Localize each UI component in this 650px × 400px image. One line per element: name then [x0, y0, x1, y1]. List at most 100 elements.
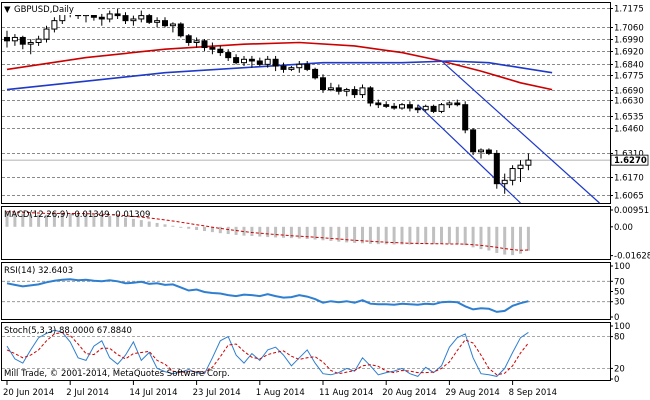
candle-body [225, 52, 232, 59]
price-level-label: 1.7175 [614, 5, 644, 15]
rsi-series [2, 278, 610, 313]
macd-histogram-bar [305, 226, 309, 240]
symbol-dropdown-icon[interactable]: ▼ [4, 5, 11, 15]
macd-histogram-bar [258, 226, 262, 237]
macd-histogram-bar [52, 214, 56, 227]
macd-histogram-bar [337, 226, 341, 242]
rsi-tick-label: 0 [614, 313, 619, 323]
candle-body [438, 104, 445, 112]
macd-histogram-bar [297, 226, 301, 239]
macd-histogram-bar [447, 226, 451, 244]
candle-body [169, 23, 176, 27]
macd-histogram-bar [139, 220, 143, 227]
candle-body [43, 28, 50, 40]
current-price-label: 1.6270 [614, 156, 647, 166]
candle-body [399, 104, 405, 109]
candle-body [233, 57, 240, 64]
candle-body [146, 15, 153, 23]
rsi-tick-label: 30 [614, 298, 625, 308]
time-tick-label: 8 Sep 2014 [509, 388, 557, 398]
ma-blue-line [6, 60, 553, 91]
candle-body [11, 36, 18, 42]
trend-channel-line [441, 60, 600, 204]
price-level-label: 1.6990 [614, 36, 644, 46]
macd-panel-frame [1, 206, 611, 260]
macd-histogram-bar [519, 226, 522, 254]
macd-histogram-bar [487, 226, 491, 251]
candle-body [264, 58, 271, 65]
time-tick-label: 1 Aug 2014 [256, 388, 305, 398]
macd-histogram-bar [274, 226, 278, 238]
candle-body [201, 40, 208, 49]
stoch-tick-label: 20 [614, 364, 625, 374]
macd-histogram-bar [68, 213, 72, 227]
macd-histogram-bar [384, 226, 388, 245]
price-level-label: 1.6310 [614, 150, 644, 160]
price-level-label: 1.6920 [614, 48, 644, 58]
macd-series [5, 211, 530, 256]
macd-tick-label: -0.01628 [614, 252, 650, 262]
candle-body [177, 23, 184, 37]
time-tick-label: 20 Aug 2014 [382, 388, 436, 398]
candle-body [343, 89, 350, 92]
candle-body [462, 104, 469, 131]
macd-histogram-bar [195, 226, 199, 230]
macd-histogram-bar [226, 226, 230, 235]
macd-histogram-bar [242, 226, 246, 236]
candle-body [98, 16, 105, 20]
price-level-label: 1.6840 [614, 61, 644, 71]
macd-histogram-bar [108, 215, 112, 227]
macd-histogram-bar [479, 226, 483, 250]
macd-histogram-bar [171, 225, 175, 227]
macd-histogram-bar [329, 226, 333, 241]
candle-body [367, 87, 374, 104]
candle-body [406, 104, 413, 109]
time-tick-label: 14 Jul 2014 [129, 388, 177, 398]
macd-histogram-bar [203, 226, 206, 232]
macd-histogram-bar [416, 226, 420, 245]
candle-body [138, 15, 145, 20]
candle-body [375, 102, 382, 106]
macd-histogram-bar [463, 226, 467, 246]
candle-body [272, 58, 279, 67]
candle-body [351, 89, 358, 96]
macd-tick-label: 0.00951 [614, 206, 649, 216]
macd-histogram-bar [526, 226, 530, 251]
candle-body [193, 40, 200, 43]
time-tick-label: 20 Jun 2014 [3, 388, 54, 398]
candle-body [517, 164, 524, 170]
macd-histogram-bar [400, 226, 404, 245]
price-level-label: 1.6535 [614, 113, 644, 123]
macd-histogram-bar [163, 224, 167, 227]
candle-body [256, 60, 263, 65]
candle-body [327, 87, 334, 91]
macd-histogram-bar [424, 226, 428, 245]
macd-histogram-bar [313, 226, 317, 240]
rsi-tick-label: 100 [614, 262, 630, 272]
candle-body [320, 77, 326, 91]
time-tick-label: 29 Aug 2014 [445, 388, 499, 398]
macd-histogram-bar [511, 226, 515, 256]
macd-histogram-bar [179, 226, 183, 228]
candle-body [485, 149, 492, 154]
stoch-main-line [6, 329, 529, 377]
macd-histogram-bar [266, 226, 270, 238]
macd-histogram-bar [155, 222, 159, 227]
candle-body [470, 129, 477, 153]
macd-histogram-bar [124, 217, 127, 227]
price-grid [2, 8, 610, 196]
copyright-text: Mill Trade, © 2001-2014, MetaQuotes Soft… [4, 369, 230, 379]
macd-histogram-bar [116, 216, 120, 227]
candle-body [383, 104, 390, 107]
chart-title-box[interactable] [2, 3, 98, 15]
candle-body [422, 105, 429, 111]
macd-histogram-bar [76, 213, 80, 227]
candle-body [430, 105, 437, 112]
macd-histogram-bar [250, 226, 254, 237]
trend-channel-line [417, 104, 521, 204]
candle-body [525, 159, 532, 166]
macd-histogram-bar [131, 218, 135, 227]
